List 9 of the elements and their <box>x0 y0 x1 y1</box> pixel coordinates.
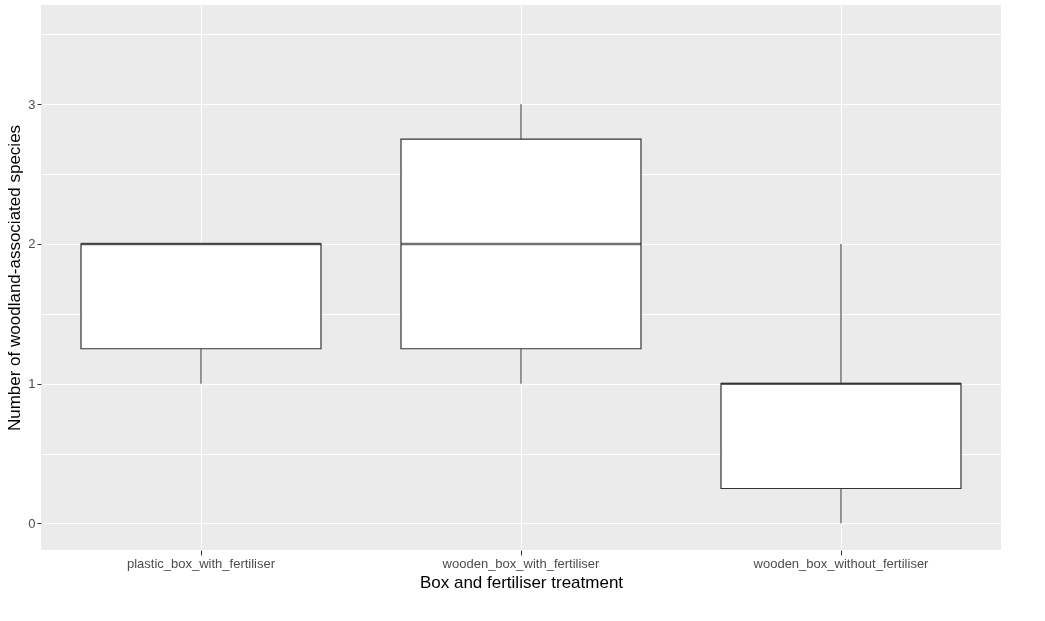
y-tick-label: 3 <box>28 96 36 112</box>
x-tick-label: wooden_box_without_fertiliser <box>752 555 930 571</box>
y-tick-label: 2 <box>28 236 36 252</box>
y-tick-label: 0 <box>28 515 36 531</box>
x-tick-label: wooden_box_with_fertiliser <box>441 555 601 571</box>
y-tick-label: 1 <box>28 376 36 392</box>
x-tick-label: plastic_box_with_fertiliser <box>126 555 276 571</box>
y-axis-title: Number of woodland-associated species <box>5 124 25 432</box>
x-axis-title: Box and fertiliser treatment <box>419 572 624 592</box>
